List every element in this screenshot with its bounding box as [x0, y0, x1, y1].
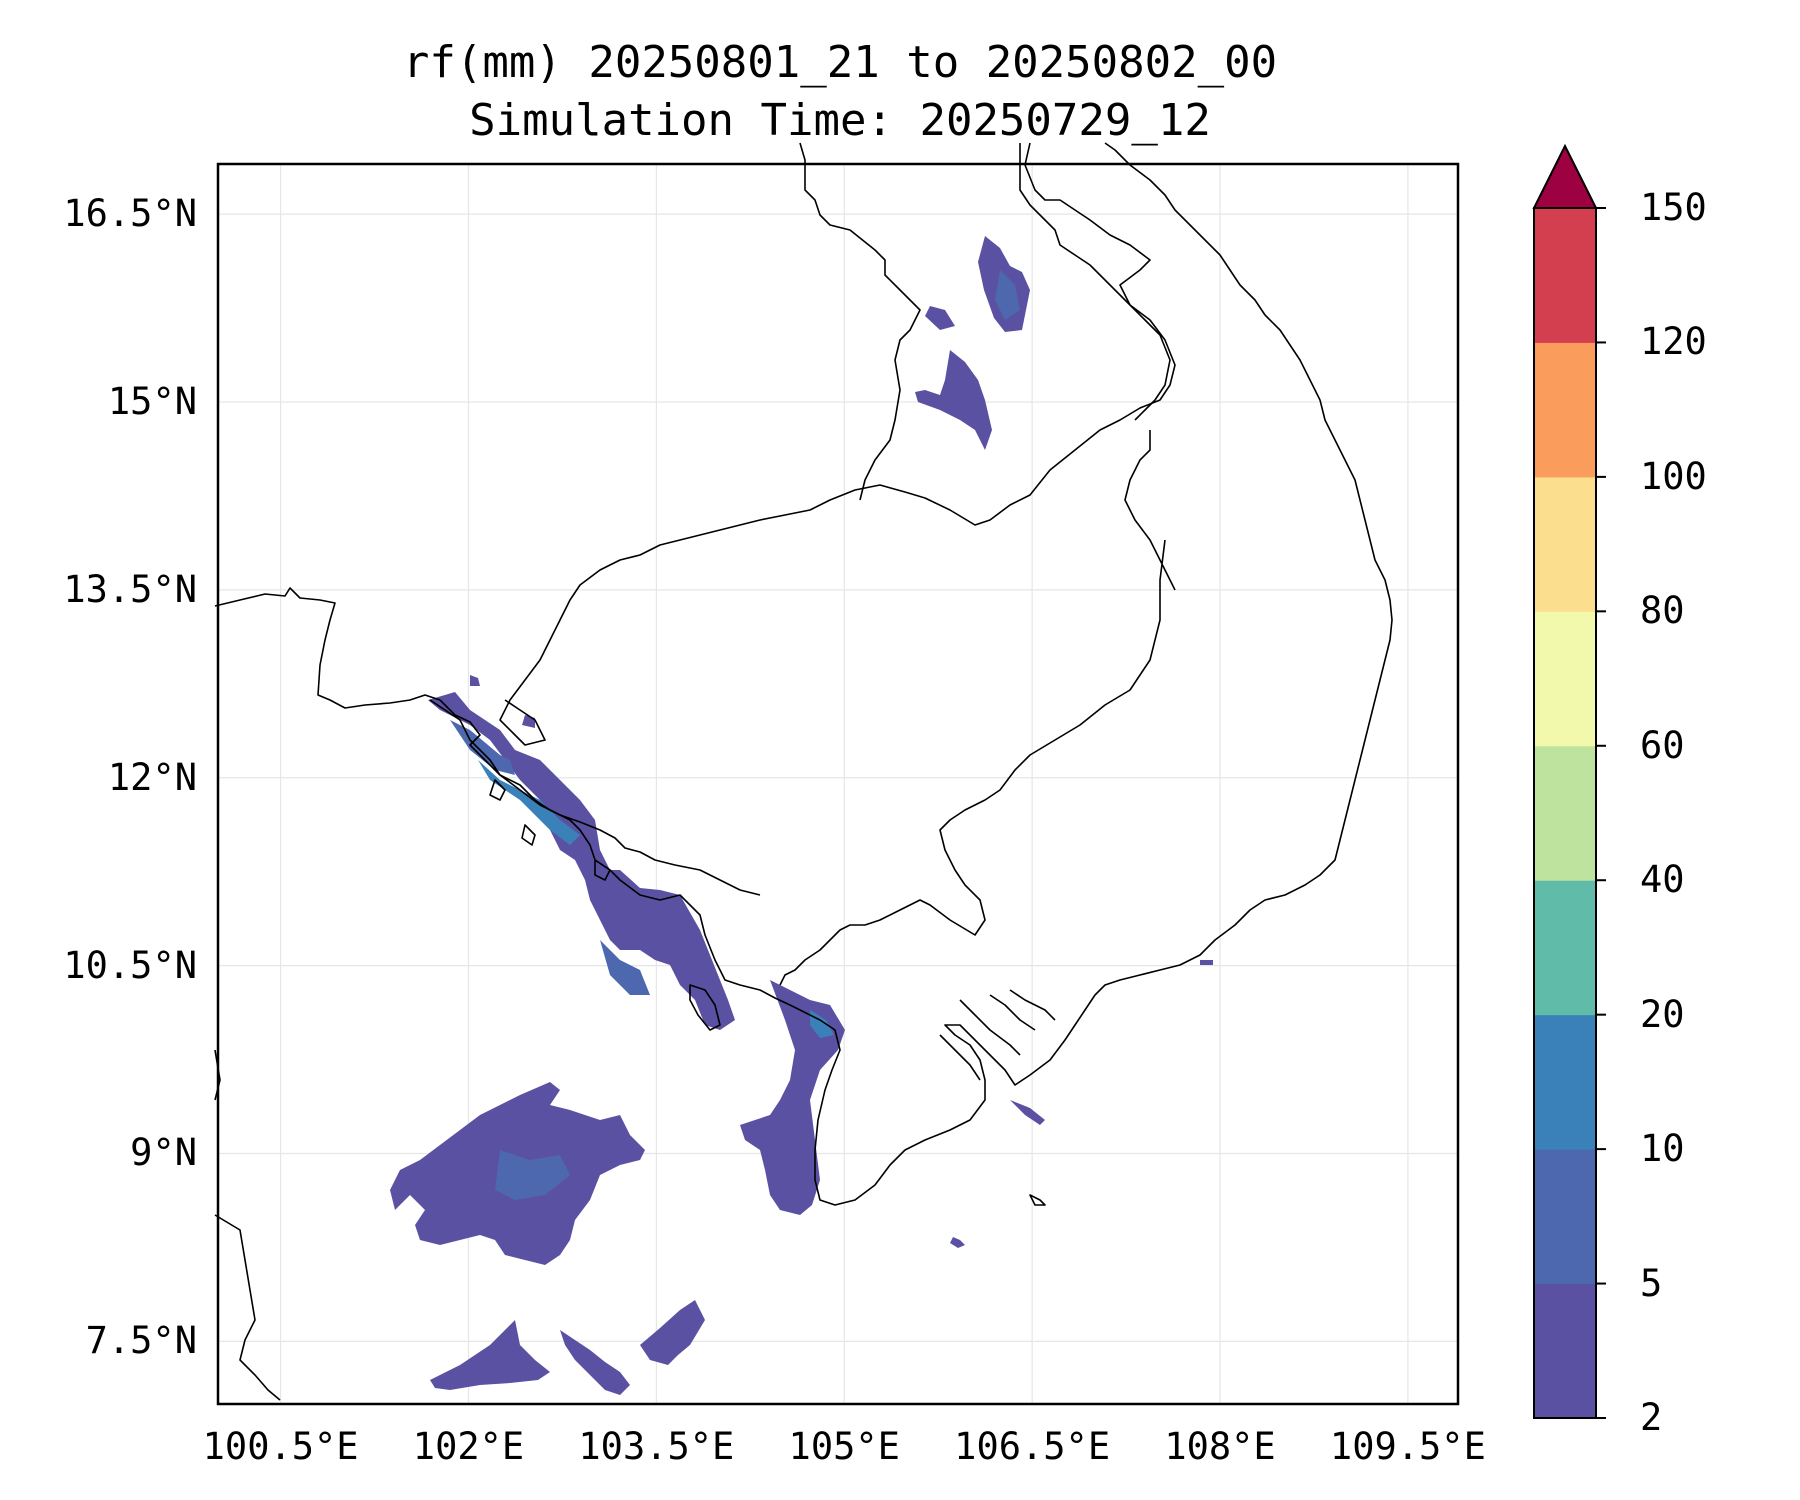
title-line-2: Simulation Time: 20250729_12 — [469, 95, 1211, 146]
rain-patch-coast-west — [428, 692, 735, 1030]
coast-thailand-gulf — [214, 1049, 281, 1401]
title-line-1: rf(mm) 20250801_21 to 20250802_00 — [402, 37, 1278, 88]
lon-tick-label: 108°E — [1164, 1425, 1276, 1468]
lat-tick-label: 7.5°N — [85, 1319, 197, 1363]
rain-core-tonle-sap-coast — [478, 760, 580, 845]
coast-phu-quoc — [689, 984, 721, 1031]
colorbar-segment — [1534, 611, 1596, 747]
colorbar-tick-label: 150 — [1640, 186, 1707, 229]
rain-patch-small-5 — [522, 715, 535, 728]
lon-tick-label: 100.5°E — [202, 1425, 359, 1468]
rain-patch-small-1 — [1010, 1100, 1045, 1125]
colorbar-segment — [1534, 342, 1596, 478]
rainfall-areas — [390, 236, 1213, 1395]
rain-patch-gulf-3 — [560, 1330, 630, 1395]
lon-tick-label: 106.5°E — [954, 1425, 1111, 1468]
border-thailand-cambodia — [439, 699, 761, 896]
map-frame — [216, 162, 1460, 1406]
rain-patch-small-2 — [950, 1237, 965, 1248]
colorbar-segment — [1534, 880, 1596, 1016]
rain-patch-coast-vietnam-sw — [740, 980, 845, 1215]
colorbar-segment — [1534, 1014, 1596, 1150]
lon-tick-label: 109.5°E — [1329, 1425, 1486, 1468]
colorbar-extend-arrow — [1532, 143, 1598, 209]
rain-mid-4 — [600, 940, 650, 995]
coast-mekong-delta — [939, 989, 1056, 1081]
lon-tick-label: 102°E — [412, 1425, 525, 1468]
colorbar-tick-label: 120 — [1640, 320, 1707, 364]
colorbar-tick-label: 60 — [1640, 723, 1685, 767]
colorbar-segment — [1534, 1149, 1596, 1285]
grid-lines — [218, 164, 1458, 1404]
rain-mid-1 — [995, 270, 1020, 320]
coast-cambodia-islands — [489, 779, 611, 881]
colorbar-segment — [1534, 1283, 1596, 1419]
rainfall-areas-moderate — [450, 270, 1020, 1200]
rain-mid-3 — [495, 1150, 570, 1200]
rain-patch-small-3 — [1200, 960, 1213, 965]
rain-core-small — [810, 1010, 834, 1038]
border-laos-thailand-north — [799, 142, 921, 501]
colorbar — [1532, 143, 1606, 1419]
lon-tick-label: 105°E — [788, 1425, 900, 1468]
coast-vietnam-south — [799, 142, 1393, 1206]
rain-patch-northeast-3 — [915, 350, 992, 450]
lat-tick-label: 12°N — [107, 755, 197, 799]
lat-tick-label: 15°N — [107, 379, 197, 423]
rain-patch-gulf-4 — [640, 1300, 705, 1365]
rainfall-areas-heavier — [478, 760, 834, 1038]
colorbar-frame — [1533, 207, 1597, 1419]
coast-northeast-border — [1019, 143, 1171, 421]
coast-con-dao — [1029, 1194, 1046, 1206]
lon-tick-label: 103.5°E — [578, 1425, 735, 1468]
colorbar-segment — [1534, 476, 1596, 612]
lat-tick-label: 10.5°N — [63, 943, 197, 987]
colorbar-tick-label: 100 — [1640, 454, 1707, 498]
colorbar-tick-label: 40 — [1640, 858, 1685, 902]
border-thailand-myanmar — [214, 587, 441, 709]
colorbar-segment — [1534, 208, 1596, 343]
coast-cambodia — [429, 699, 801, 1011]
coastlines-borders — [214, 142, 1393, 1401]
colorbar-tick-label: 5 — [1640, 1261, 1663, 1305]
lat-tick-label: 13.5°N — [63, 567, 197, 611]
colorbar-tick-label: 2 — [1640, 1396, 1663, 1439]
rain-patch-northeast-2 — [925, 306, 955, 330]
colorbar-segment — [1534, 745, 1596, 881]
colorbar-tick-label: 80 — [1640, 589, 1685, 633]
rain-patch-gulf-2 — [430, 1320, 550, 1390]
rain-patch-small-4 — [470, 675, 480, 686]
lat-tick-label: 16.5°N — [63, 192, 197, 236]
border-cambodia-vietnam — [779, 430, 1176, 986]
colorbar-tick-label: 20 — [1640, 992, 1685, 1036]
border-cambodia-laos-thailand — [499, 142, 1176, 746]
lat-tick-label: 9°N — [130, 1131, 197, 1175]
colorbar-tick-label: 10 — [1640, 1127, 1685, 1171]
